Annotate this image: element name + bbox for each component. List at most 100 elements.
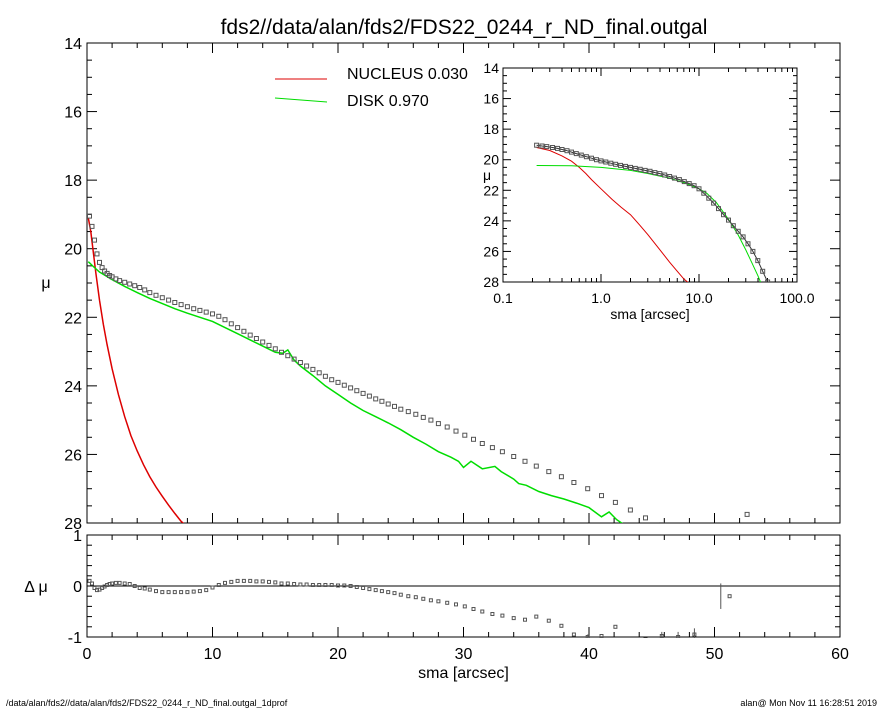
observed-data-point [444, 424, 450, 430]
observed-data-point [92, 237, 97, 243]
residual-x-tick-label: 10 [204, 646, 222, 663]
residual-data-point [559, 623, 564, 628]
inset-y-tick-label: 20 [483, 152, 499, 168]
residual-data-point [413, 595, 418, 600]
residual-data-point [480, 609, 485, 614]
residual-data-point [421, 596, 426, 601]
residual-data-point [348, 584, 353, 588]
inset-observed-data-point [711, 200, 717, 206]
residual-x-tick-label: 0 [83, 646, 92, 663]
main-y-tick-label: 14 [64, 36, 82, 53]
residual-data-point [462, 604, 467, 609]
residual-data-point [235, 578, 240, 583]
observed-data-point [310, 366, 316, 372]
observed-data-point [132, 283, 138, 289]
inset-y-tick-label: 22 [483, 182, 499, 198]
residual-data-point [511, 616, 516, 621]
legend-label-nucleus: NUCLEUS 0.030 [347, 66, 468, 83]
residual-data-point [523, 617, 527, 622]
inset-observed-data-point [726, 217, 731, 223]
observed-data-point [322, 373, 328, 379]
observed-data-point [228, 321, 234, 327]
inset-observed-data-point [730, 223, 736, 229]
observed-data-point [127, 281, 133, 287]
residual-y-tick-label: 1 [73, 528, 82, 545]
residual-y-tick-label: 0 [73, 579, 82, 596]
residual-data-point [643, 637, 648, 638]
inset-observed-data-point [652, 170, 658, 176]
inset-observed-data-point [740, 234, 746, 240]
observed-data-point [260, 339, 266, 345]
observed-data-point [585, 486, 591, 492]
observed-data-point [462, 432, 468, 438]
residual-data-point [137, 586, 142, 590]
residual-data-point [304, 582, 309, 587]
residual-data-point [160, 590, 165, 595]
residual-data-point [336, 583, 340, 588]
observed-data-point [499, 449, 505, 455]
residual-data-point [727, 594, 732, 599]
inset-observed-data-point [676, 177, 682, 183]
main-y-tick-label: 26 [64, 447, 82, 464]
inset-observed-data-point [662, 172, 668, 178]
main-y-tick-label: 24 [64, 379, 82, 396]
observed-data-point [316, 370, 322, 376]
residual-data-point [298, 582, 303, 587]
inset-observed-data-point [706, 195, 712, 201]
inset-observed-data-point [765, 279, 771, 282]
residual-data-point [342, 583, 347, 588]
residual-data-point [127, 582, 132, 586]
residual-data-point [110, 581, 115, 586]
residual-data-point [223, 580, 227, 585]
residual-data-point [132, 584, 137, 588]
residual-data-point [354, 585, 359, 589]
observed-data-point [279, 349, 284, 355]
legend-label-disk: DISK 0.970 [347, 93, 429, 110]
inset-nucleus-model-line [536, 147, 689, 282]
observed-data-point [197, 307, 203, 313]
inset-observed-data-point [701, 190, 707, 196]
observed-data-point [172, 300, 178, 305]
inset-observed-data-point [573, 151, 579, 157]
residual-data-point [310, 583, 315, 587]
observed-data-point [379, 398, 385, 404]
residual-x-tick-label: 50 [706, 646, 724, 663]
residual-data-point [406, 594, 411, 599]
residual-data-point [142, 586, 147, 591]
observed-data-point [659, 522, 665, 523]
residual-data-point [90, 581, 94, 586]
residual-data-point [386, 590, 391, 595]
observed-data-point [435, 421, 441, 427]
observed-data-point [285, 353, 291, 359]
residual-data-point [361, 586, 366, 590]
residual-data-point [323, 583, 328, 587]
main-y-axis-label: μ [41, 275, 50, 292]
footer-file-path: /data/alan/fds2//data/alan/fds2/FDS22_02… [6, 698, 288, 708]
inset-observed-data-point [637, 166, 643, 172]
residual-data-point [179, 590, 184, 595]
residual-data-point [585, 635, 590, 638]
inset-y-tick-label: 14 [483, 60, 499, 76]
inset-observed-data-point [623, 163, 628, 169]
residual-data-point [471, 607, 476, 611]
inset-observed-data-point [550, 145, 555, 150]
residual-data-point [500, 613, 505, 618]
residual-data-point [379, 589, 384, 594]
residual-data-point [185, 590, 190, 595]
inset-observed-data-point [686, 181, 692, 187]
residual-data-point [292, 582, 297, 586]
inset-observed-data-point [618, 162, 623, 168]
residual-data-point [534, 614, 539, 619]
residual-data-point [599, 634, 604, 638]
residual-data-point [117, 580, 122, 585]
inset-observed-data-point [696, 186, 702, 192]
inset-x-tick-label: 1.0 [591, 290, 611, 306]
observed-data-point [203, 309, 209, 315]
inset-observed-data-point [691, 183, 697, 189]
residual-x-tick-label: 30 [455, 646, 473, 663]
observed-data-point [599, 493, 604, 499]
inset-y-tick-label: 16 [483, 91, 499, 107]
inset-y-tick-label: 24 [483, 213, 499, 229]
observed-data-point [122, 279, 128, 285]
